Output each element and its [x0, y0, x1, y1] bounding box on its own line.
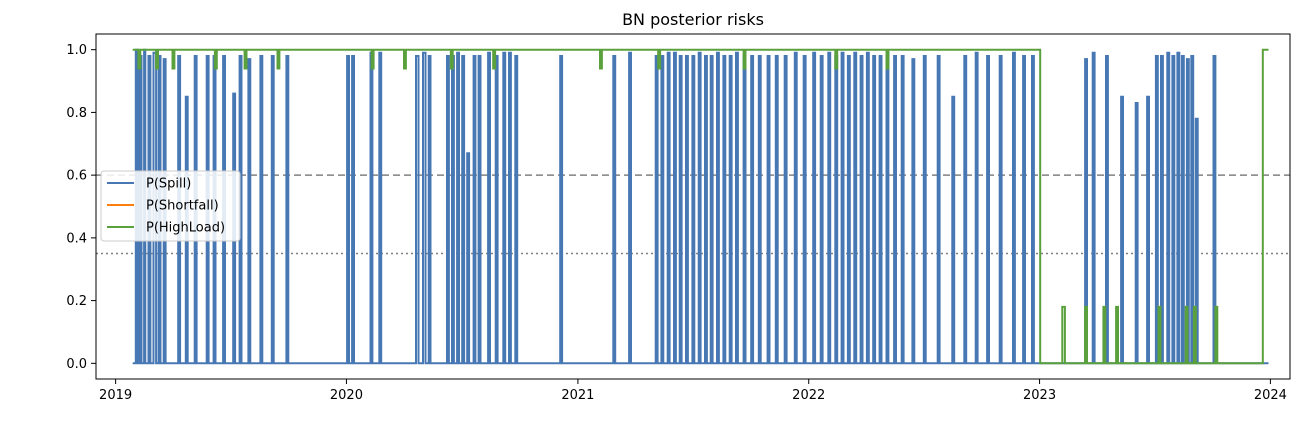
- y-tick-label: 0.6: [66, 169, 87, 184]
- plot-frame: [95, 33, 1291, 380]
- x-tick-label: 2022: [792, 388, 825, 403]
- series-line-pspill: [132, 48, 1269, 365]
- x-tick-label: 2020: [330, 388, 363, 403]
- x-tick-label: 2024: [1254, 388, 1287, 403]
- x-axis: 2019 2020 2021 2022 2023 2024: [99, 379, 1287, 403]
- x-tick-label: 2019: [99, 388, 132, 403]
- legend-box: [100, 170, 241, 242]
- legend-label: P(Spill): [146, 177, 191, 192]
- legend-label: P(HighLoad): [146, 221, 225, 236]
- x-tick-label: 2021: [561, 388, 594, 403]
- series-layer: [132, 48, 1269, 365]
- legend-label: P(Shortfall): [146, 199, 219, 214]
- y-tick-label: 0.8: [66, 106, 87, 121]
- chart-title: BN posterior risks: [622, 10, 764, 29]
- y-axis: 0.0 0.2 0.4 0.6 0.8 1.0: [66, 43, 96, 372]
- series-line-phighload: [132, 48, 1269, 365]
- legend: P(Spill) P(Shortfall) P(HighLoad): [100, 170, 241, 242]
- x-tick-label: 2023: [1023, 388, 1056, 403]
- y-tick-label: 0.2: [66, 294, 87, 309]
- y-tick-label: 0.4: [66, 231, 87, 246]
- y-tick-label: 0.0: [66, 357, 87, 372]
- y-tick-label: 1.0: [66, 43, 87, 58]
